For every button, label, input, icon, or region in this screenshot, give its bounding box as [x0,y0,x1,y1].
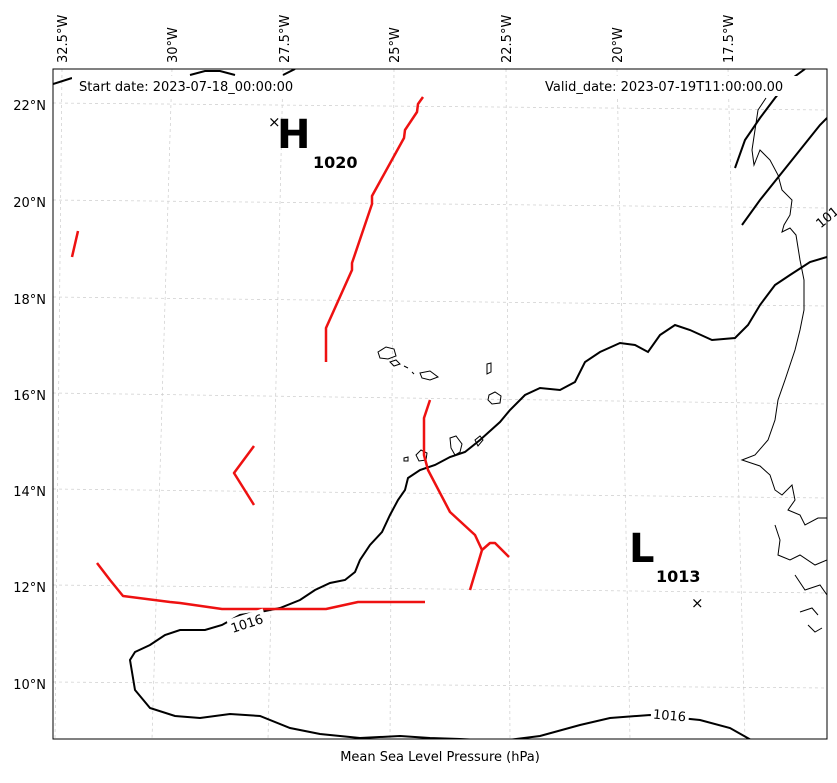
isobars [53,69,827,739]
low-center-marker: × [691,594,704,612]
cape-verde-sao-nicolau [403,365,415,375]
isobar-top-mid [189,69,296,76]
coastlines [377,97,827,633]
lat-label: 16°N [13,389,46,404]
start-date-label: Start date: 2023-07-18_00:00:00 [79,80,293,95]
isobar-1016-upper-right [741,117,827,226]
trough-north [324,96,425,362]
trough-west-short [70,230,80,258]
lat-label: 18°N [13,293,46,308]
cape-verde-maio [474,435,484,447]
contour-label-1016-south: 1016 [652,708,686,726]
cape-verde-sao-vicente [389,359,401,367]
cape-verde-sal [486,362,492,375]
map-frame [52,68,828,740]
lat-label: 12°N [13,581,46,596]
cape-verde-fogo [415,449,428,462]
valid-date-label: Valid_date: 2023-07-19T11:00:00.00 [545,80,783,95]
low-value: 1013 [656,567,701,586]
isobar-1016-main [128,256,827,739]
high-pressure-center: × H 1020 [268,112,358,172]
contour-labels: 1016 1016 101 [226,204,837,725]
latitude-labels: 22°N 20°N 18°N 16°N 14°N 12°N 10°N [13,99,46,693]
cape-verde-boavista-small [419,370,440,381]
graticule [53,69,827,739]
low-symbol: L [629,526,655,572]
longitude-labels: 32.5°W 30°W 27.5°W 25°W 22.5°W 20°W 17.5… [56,15,737,63]
cape-verde-boa-vista [487,391,502,405]
isobar-top-left [53,77,73,85]
low-pressure-center: L 1013 × [629,526,704,612]
trough-south [96,562,425,611]
lon-label: 32.5°W [56,15,71,63]
guinea-coast [774,524,827,633]
trough-central [422,399,510,591]
lat-label: 20°N [13,196,46,211]
lon-label: 27.5°W [278,15,293,63]
troughs [70,96,510,611]
lon-label: 22.5°W [500,15,515,63]
trough-chevron [232,445,256,506]
cape-verde-santo-antao [377,346,397,360]
lon-label: 20°W [611,27,626,63]
high-value: 1020 [313,153,358,172]
cape-verde-brava [403,456,409,462]
lon-label: 17.5°W [722,15,737,63]
high-symbol: H [277,112,310,158]
x-axis-label: Mean Sea Level Pressure (hPa) [340,750,540,765]
contour-label-101-east: 101 [814,204,837,231]
lat-label: 14°N [13,485,46,500]
high-center-marker: × [268,113,281,131]
lat-label: 10°N [13,678,46,693]
lon-label: 30°W [166,27,181,63]
contour-label-1016-west: 1016 [229,612,265,636]
cape-verde-santiago [449,435,463,456]
lat-label: 22°N [13,99,46,114]
lon-label: 25°W [388,27,403,63]
africa-coast [740,97,827,526]
